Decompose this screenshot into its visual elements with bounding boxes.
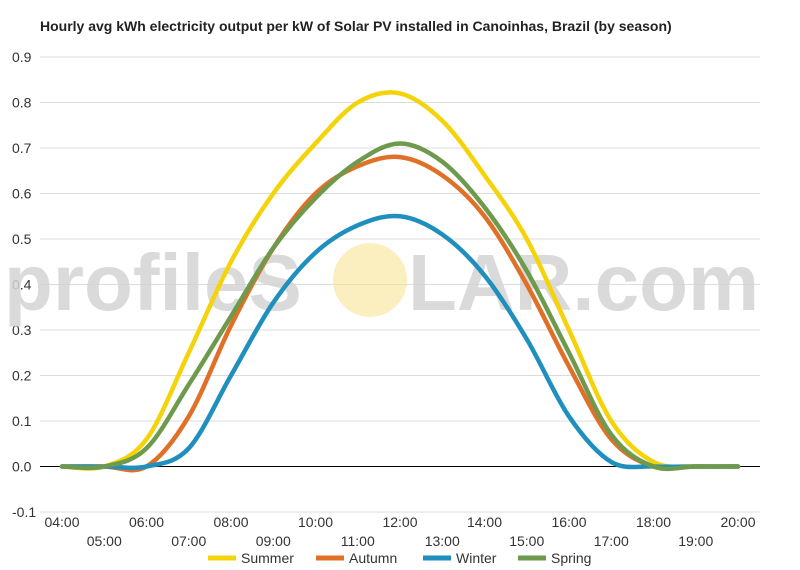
legend: Summer Autumn Winter Spring <box>208 550 591 566</box>
series-line-autumn <box>59 154 741 473</box>
x-tick-label: 11:00 <box>341 533 375 549</box>
y-tick-label: 0.4 <box>12 277 32 293</box>
y-tick-label: 0.3 <box>12 322 32 338</box>
y-tick-label: 0.6 <box>12 186 32 202</box>
y-tick-label: 0.5 <box>12 231 32 247</box>
x-tick-label: 07:00 <box>171 533 206 549</box>
x-tick-label: 08:00 <box>213 514 248 530</box>
series-lines <box>59 90 741 473</box>
x-axis-ticks: 04:00 05:00 06:00 07:00 08:00 09:00 10:00 11:00… <box>44 514 755 549</box>
y-tick-label: 0.2 <box>12 368 32 384</box>
x-tick-label: 12:00 <box>382 514 417 530</box>
watermark-sun-icon <box>333 243 407 317</box>
chart-title: Hourly avg kWh electricity output per kW… <box>40 18 672 34</box>
grid-lines <box>40 56 760 513</box>
y-axis-ticks: -0.1 0.0 0.1 0.2 0.3 0.4 0.5 0.6 0.7 0.8 0.9 <box>12 49 36 520</box>
x-tick-label: 16:00 <box>551 514 586 530</box>
x-tick-label: 06:00 <box>129 514 164 530</box>
x-tick-label: 17:00 <box>594 533 629 549</box>
y-tick-label: 0.9 <box>12 49 32 65</box>
y-tick-label: 0.1 <box>12 413 32 429</box>
series-line-summer <box>59 90 741 471</box>
x-tick-label: 20:00 <box>720 514 755 530</box>
y-tick-label: 0.0 <box>12 459 32 475</box>
x-tick-label: 19:00 <box>678 533 713 549</box>
x-tick-label: 14:00 <box>467 514 502 530</box>
x-tick-label: 10:00 <box>298 514 333 530</box>
x-tick-label: 18:00 <box>636 514 671 530</box>
y-tick-label: -0.1 <box>12 504 36 520</box>
series-line-spring <box>59 141 741 472</box>
y-tick-label: 0.7 <box>12 140 32 156</box>
watermark-text-left: profileS <box>4 238 302 327</box>
x-tick-label: 13:00 <box>425 533 460 549</box>
x-tick-label: 05:00 <box>87 533 122 549</box>
legend-label-spring: Spring <box>551 550 591 566</box>
watermark: profileS LAR.com <box>4 238 759 327</box>
legend-label-winter: Winter <box>456 550 497 566</box>
y-tick-label: 0.8 <box>12 95 32 111</box>
legend-label-autumn: Autumn <box>349 550 397 566</box>
legend-label-summer: Summer <box>241 550 294 566</box>
x-tick-label: 04:00 <box>44 514 79 530</box>
x-tick-label: 09:00 <box>256 533 291 549</box>
series-line-winter <box>59 213 741 471</box>
x-tick-label: 15:00 <box>509 533 544 549</box>
